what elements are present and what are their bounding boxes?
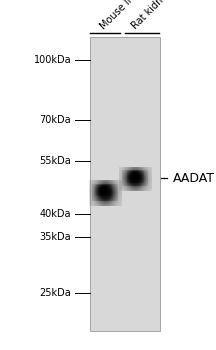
- Text: 35kDa: 35kDa: [40, 232, 71, 242]
- Text: Mouse liver: Mouse liver: [98, 0, 145, 32]
- Text: Rat kidney: Rat kidney: [130, 0, 173, 32]
- Text: 55kDa: 55kDa: [40, 156, 71, 166]
- Text: 70kDa: 70kDa: [40, 115, 71, 125]
- Text: 100kDa: 100kDa: [34, 55, 71, 65]
- Text: AADAT: AADAT: [173, 172, 215, 185]
- Text: 25kDa: 25kDa: [40, 288, 71, 298]
- Text: 40kDa: 40kDa: [40, 209, 71, 219]
- Bar: [90, 37, 160, 331]
